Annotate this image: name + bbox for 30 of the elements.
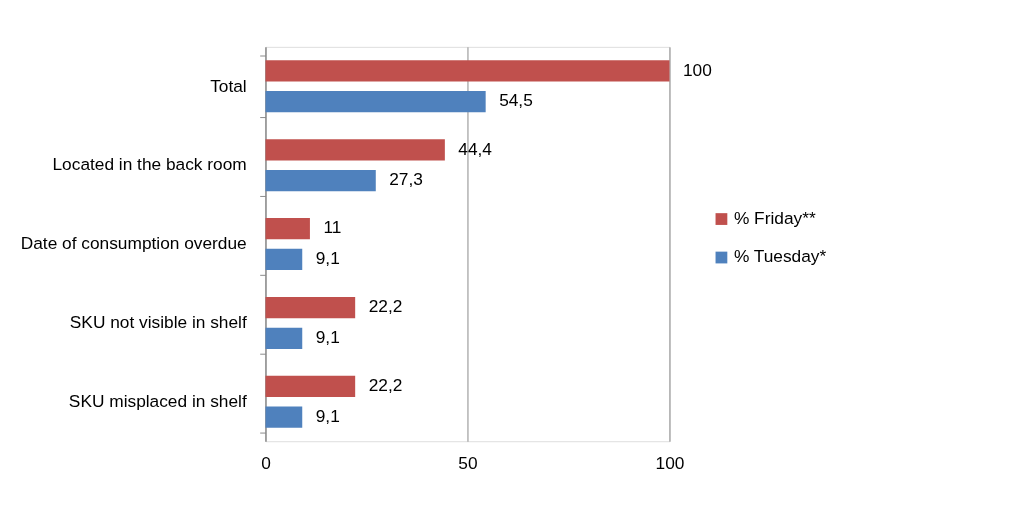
x-tick-label: 50 xyxy=(458,452,478,473)
data-label: 100 xyxy=(682,59,712,80)
x-tick-label: 0 xyxy=(261,452,271,473)
y-tick-label: Date of consumption overdue xyxy=(20,233,247,254)
x-tick-label: 100 xyxy=(655,452,685,473)
data-label: 54,5 xyxy=(499,90,533,111)
data-label: 22,2 xyxy=(368,375,403,396)
bar xyxy=(265,139,445,161)
bar xyxy=(265,296,356,319)
legend-label: % Friday** xyxy=(733,207,816,228)
y-tick-label: Located in the back room xyxy=(52,154,247,175)
bar xyxy=(265,169,376,192)
bar xyxy=(265,327,303,349)
bar xyxy=(265,375,356,398)
bar xyxy=(265,248,303,271)
bar xyxy=(265,406,303,428)
y-tick-label: SKU not visible in shelf xyxy=(69,312,247,333)
data-label: 27,3 xyxy=(389,169,423,190)
data-label: 9,1 xyxy=(315,327,340,348)
data-label: 9,1 xyxy=(315,406,340,426)
data-label: 9,1 xyxy=(315,248,340,269)
y-tick-label: Total xyxy=(210,75,247,96)
bar xyxy=(265,60,670,82)
bar xyxy=(265,218,310,240)
y-tick-label: SKU misplaced in shelf xyxy=(68,391,247,412)
bar xyxy=(265,91,486,113)
data-label: 22,2 xyxy=(368,296,403,317)
legend-label: % Tuesday* xyxy=(733,246,827,267)
data-label: 11 xyxy=(323,217,342,238)
data-label: 44,4 xyxy=(458,138,493,159)
